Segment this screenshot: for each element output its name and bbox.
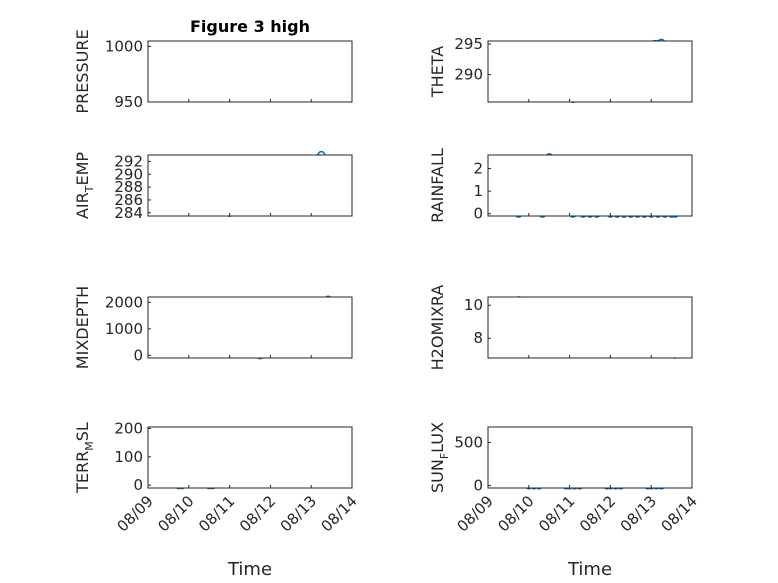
x-tick-label: 08/14 — [658, 492, 701, 535]
axes-frame — [147, 40, 353, 103]
y-tick-label: 0 — [473, 205, 483, 223]
y-tick-label: 284 — [114, 204, 143, 222]
y-tick-label: 290 — [454, 66, 483, 84]
y-tick-label: 1000 — [105, 38, 143, 56]
y-tick-label: 10 — [464, 296, 483, 314]
y-tick-label: 292 — [114, 152, 143, 170]
axes-frame — [487, 426, 693, 489]
x-tick-label: 08/09 — [114, 492, 157, 535]
x-tick-label: 08/11 — [535, 492, 578, 535]
subplot-h2omixra: 8 10 H2OMIXRA — [428, 285, 693, 371]
y-axis-label: PRESSURE — [73, 29, 92, 113]
y-tick-label: 295 — [454, 35, 483, 53]
y-axis-label: SUNFLUX — [428, 422, 451, 493]
y-axis-label: AIRTEMP — [73, 152, 96, 219]
x-tick-label: 08/13 — [277, 492, 320, 535]
y-tick-label: 288 — [114, 178, 143, 196]
x-tick-label: 08/14 — [318, 492, 361, 535]
subplot-sun_flux: 0 500SUNFLUX08/0908/1008/1108/1208/1308/1… — [428, 422, 701, 580]
axes-frame — [147, 296, 353, 359]
y-tick-label: 950 — [114, 93, 143, 111]
y-axis-label: THETA — [428, 46, 447, 98]
y-tick-label: 290 — [114, 165, 143, 183]
subplot-terr_msl: 0 100 200 TERRMSL 08/0908/1008/1108/1208/130… — [73, 419, 361, 580]
y-axis-label: TERRMSL — [73, 422, 96, 494]
y-tick-label: 1 — [473, 182, 483, 200]
axes-frame — [487, 154, 693, 217]
subplot-mixdepth: 0 1000 2000 MIXDEPTH — [73, 286, 353, 369]
subplot-theta: 290 295 THETA — [428, 35, 693, 104]
subplot-pressure: 950 1000 PRESSURE Figure 3 high — [73, 17, 353, 114]
axes-frame — [147, 426, 353, 489]
y-tick-label: 1000 — [105, 320, 143, 338]
y-tick-label: 100 — [114, 448, 143, 466]
y-tick-label: 8 — [473, 329, 483, 347]
x-tick-label: 08/13 — [617, 492, 660, 535]
x-tick-label: 08/10 — [154, 492, 197, 535]
y-tick-label: 2 — [473, 160, 483, 178]
subplot-rainfall: 0 1 2 RAINFALL — [428, 148, 693, 223]
y-tick-label: 0 — [473, 476, 483, 494]
x-tick-label: 08/12 — [236, 492, 279, 535]
x-tick-label: 08/09 — [454, 492, 497, 535]
y-tick-label: 0 — [133, 346, 143, 364]
y-axis-label: H2OMIXRA — [428, 285, 447, 371]
x-tick-label: 08/10 — [494, 492, 537, 535]
figure-title: Figure 3 high — [190, 17, 310, 36]
y-tick-label: 200 — [114, 419, 143, 437]
axes-frame — [147, 154, 353, 217]
x-axis-label: Time — [227, 559, 272, 580]
axes-frame — [487, 296, 693, 359]
y-tick-label: 2000 — [105, 293, 143, 311]
y-tick-label: 500 — [454, 433, 483, 451]
y-tick-label: 286 — [114, 191, 143, 209]
x-axis-label: Time — [567, 559, 612, 580]
y-tick-label: 0 — [133, 476, 143, 494]
y-axis-label: MIXDEPTH — [73, 286, 92, 369]
y-axis-label: RAINFALL — [428, 148, 447, 223]
x-tick-label: 08/12 — [576, 492, 619, 535]
x-tick-label: 08/11 — [195, 492, 238, 535]
axes-frame — [487, 40, 693, 103]
